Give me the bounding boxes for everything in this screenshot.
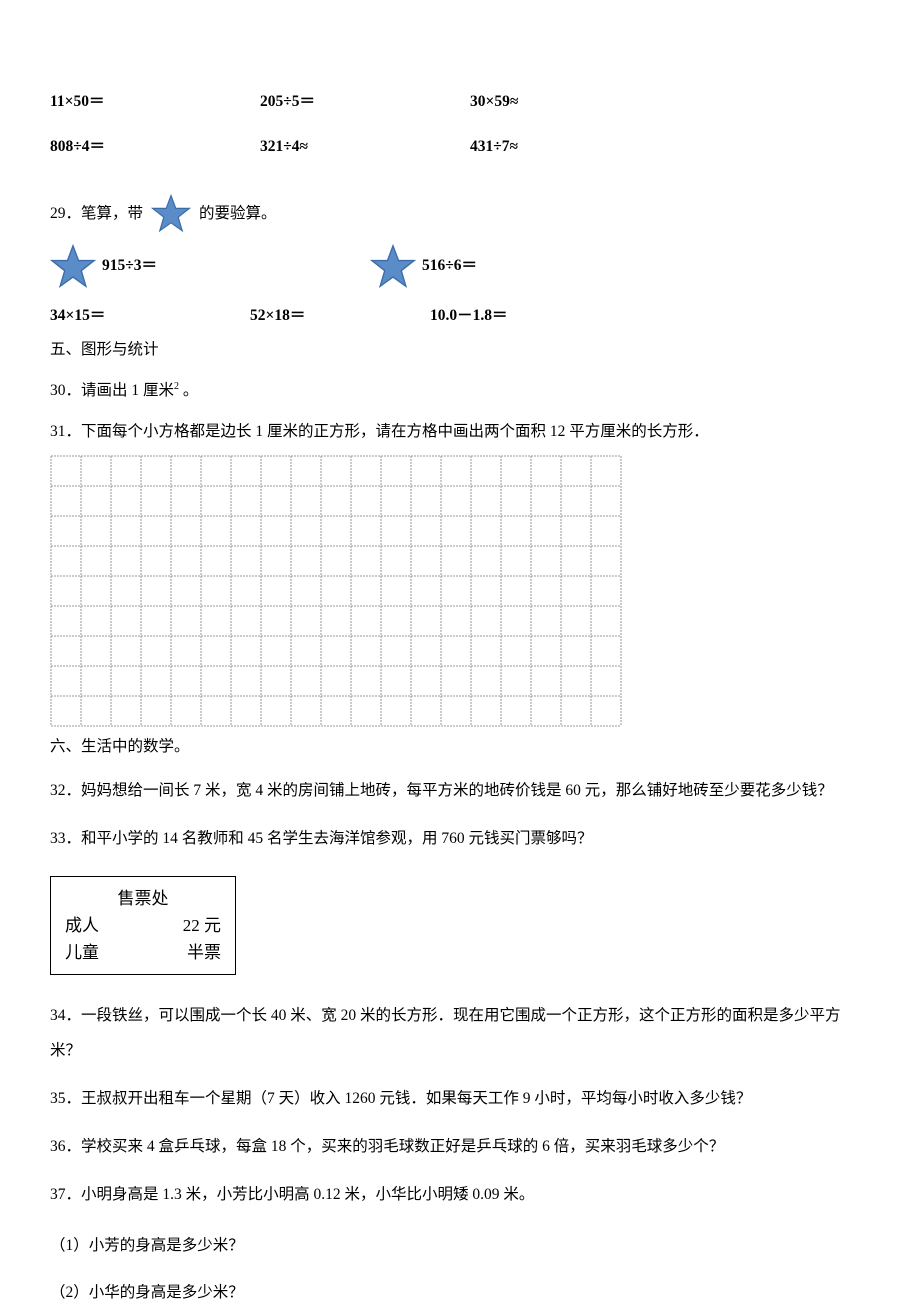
star-icon xyxy=(370,244,416,290)
star-calc-right: 516÷6＝ xyxy=(370,244,870,290)
q36: 36．学校买来 4 盒乒乓球，每盒 18 个，买来的羽毛球数正好是乒乓球的 6 … xyxy=(50,1130,870,1164)
q29-suffix: 的要验算。 xyxy=(199,202,277,227)
star-calc-right-text: 516÷6＝ xyxy=(422,254,477,279)
arith-cell: 30×59≈ xyxy=(470,90,870,115)
calc-row: 34×15＝ 52×18＝ 10.0－1.8＝ xyxy=(50,304,870,329)
q37-1: （1）小芳的身高是多少米？ xyxy=(50,1234,870,1259)
arithmetic-row-1: 11×50＝ 205÷5＝ 30×59≈ xyxy=(50,90,870,115)
ticket-box: 售票处 成人 22 元 儿童 半票 xyxy=(50,876,236,976)
ticket-child-label: 儿童 xyxy=(65,939,99,966)
q35: 35．王叔叔开出租车一个星期（7 天）收入 1260 元钱．如果每天工作 9 小… xyxy=(50,1082,870,1116)
ticket-child-price: 半票 xyxy=(187,939,221,966)
ticket-title: 售票处 xyxy=(65,885,221,912)
q37: 37．小明身高是 1.3 米，小芳比小明高 0.12 米，小华比小明矮 0.09… xyxy=(50,1178,870,1212)
section-5-title: 五、图形与统计 xyxy=(50,338,870,363)
grid-container xyxy=(50,455,870,727)
arithmetic-row-2: 808÷4＝ 321÷4≈ 431÷7≈ xyxy=(50,135,870,160)
q30-prefix: 30．请画出 1 厘米 xyxy=(50,382,174,399)
calc-cell: 34×15＝ xyxy=(50,304,250,329)
section-6-title: 六、生活中的数学。 xyxy=(50,735,870,760)
arith-cell: 205÷5＝ xyxy=(260,90,470,115)
calc-cell: 10.0－1.8＝ xyxy=(430,304,870,329)
q33: 33．和平小学的 14 名教师和 45 名学生去海洋馆参观，用 760 元钱买门… xyxy=(50,822,870,856)
ticket-adult-price: 22 元 xyxy=(183,912,221,939)
q31: 31．下面每个小方格都是边长 1 厘米的正方形，请在方格中画出两个面积 12 平… xyxy=(50,420,870,445)
star-icon xyxy=(151,194,191,234)
q32: 32．妈妈想给一间长 7 米，宽 4 米的房间铺上地砖，每平方米的地砖价钱是 6… xyxy=(50,774,870,808)
arith-cell: 11×50＝ xyxy=(50,90,260,115)
q34: 34．一段铁丝，可以围成一个长 40 米、宽 20 米的长方形．现在用它围成一个… xyxy=(50,999,870,1067)
ticket-row-child: 儿童 半票 xyxy=(65,939,221,966)
arith-cell: 808÷4＝ xyxy=(50,135,260,160)
star-calc-left: 915÷3＝ xyxy=(50,244,370,290)
star-calc-row: 915÷3＝ 516÷6＝ xyxy=(50,244,870,290)
star-calc-left-text: 915÷3＝ xyxy=(102,254,157,279)
arith-cell: 431÷7≈ xyxy=(470,135,870,160)
q30: 30．请画出 1 厘米2 。 xyxy=(50,379,870,404)
ticket-row-adult: 成人 22 元 xyxy=(65,912,221,939)
star-icon xyxy=(50,244,96,290)
ticket-adult-label: 成人 xyxy=(65,912,99,939)
calc-cell: 52×18＝ xyxy=(250,304,430,329)
q30-suffix: 。 xyxy=(179,382,198,399)
q29-line: 29．笔算，带 的要验算。 xyxy=(50,196,870,234)
arith-cell: 321÷4≈ xyxy=(260,135,470,160)
grid-drawing xyxy=(50,455,622,727)
q29-prefix: 29．笔算，带 xyxy=(50,202,143,227)
